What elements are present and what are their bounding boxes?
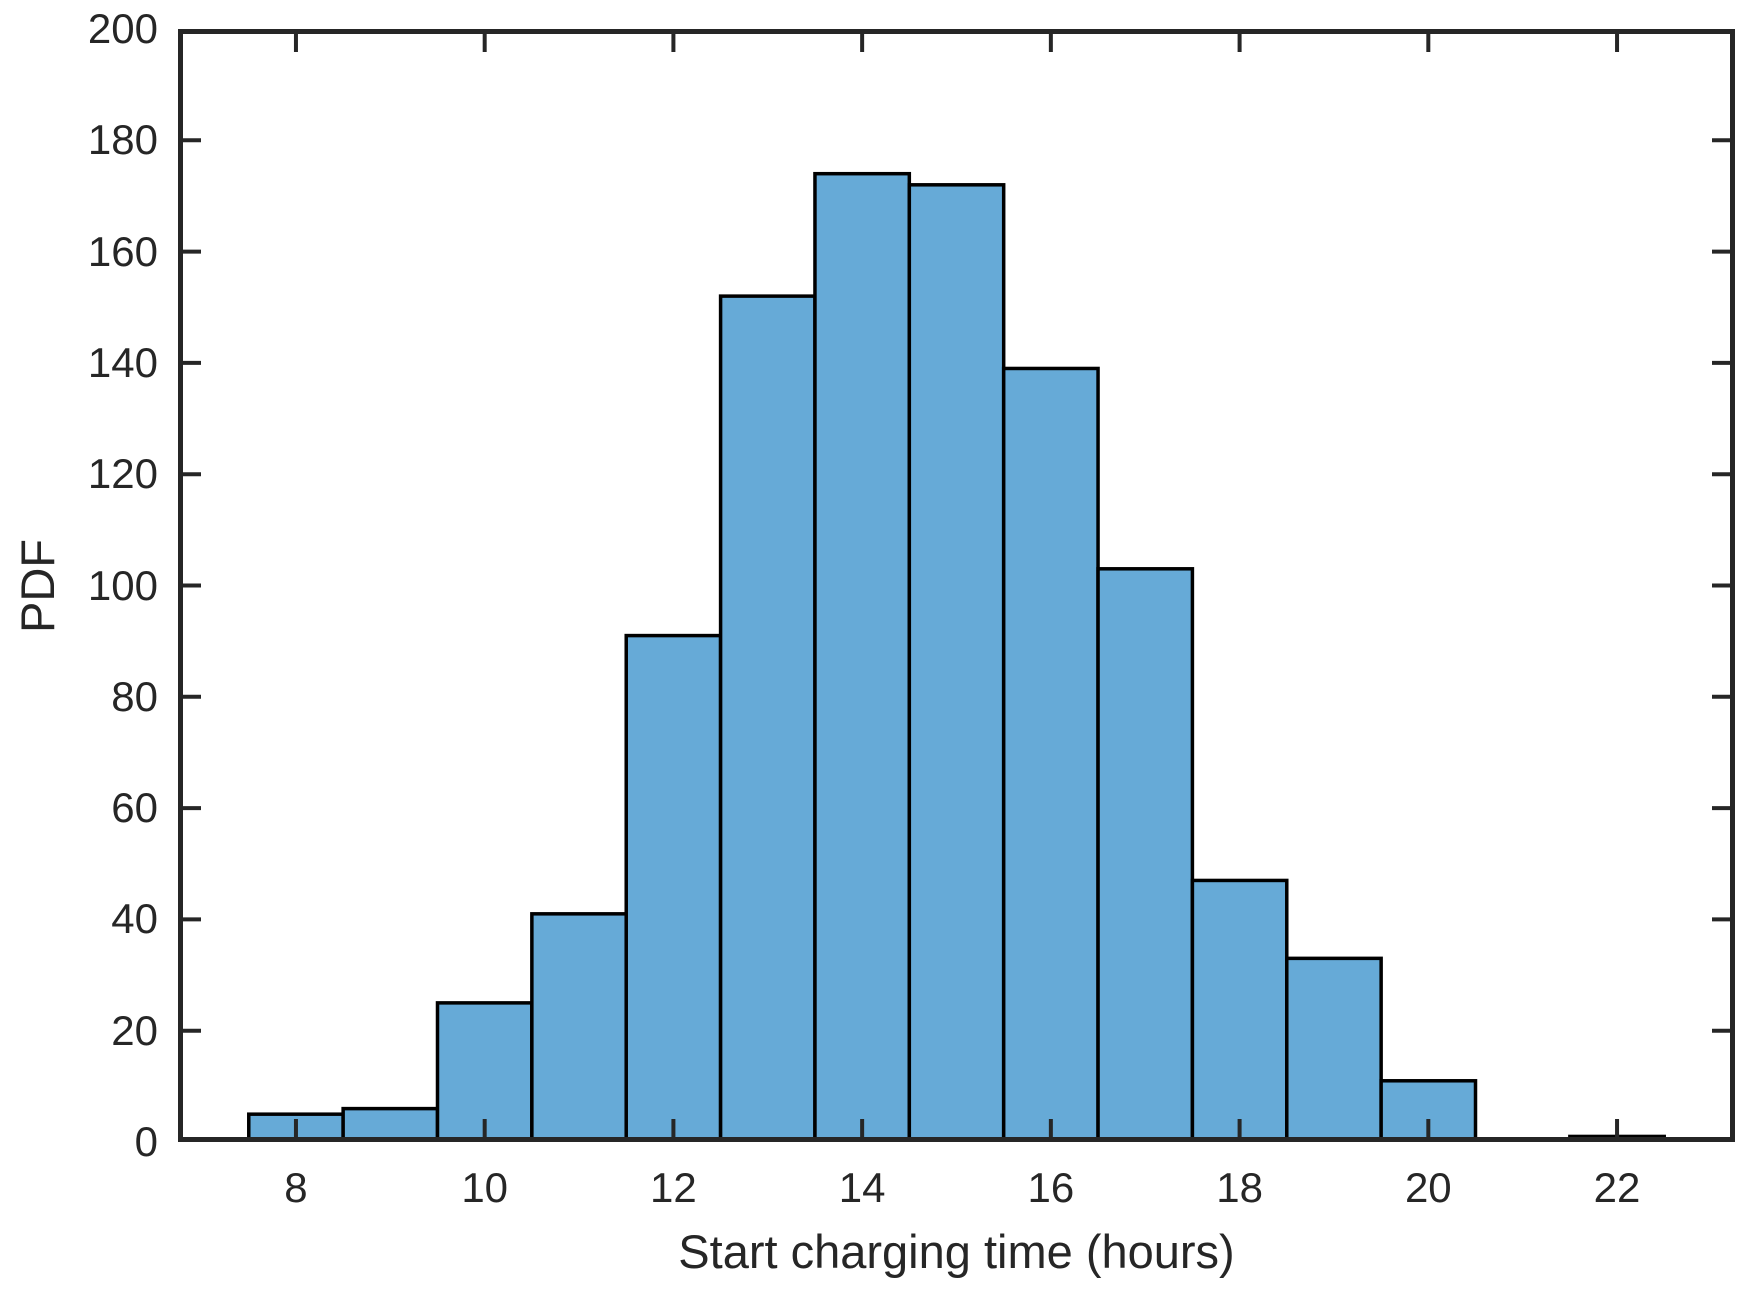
histogram-bar xyxy=(1285,956,1383,1144)
y-tick-label: 200 xyxy=(87,5,158,52)
histogram-bar xyxy=(624,633,723,1144)
histogram-bar xyxy=(907,183,1006,1144)
y-tick-label: 140 xyxy=(87,338,158,386)
x-tick-label: 16 xyxy=(1027,1164,1075,1211)
y-tick-label: 120 xyxy=(87,450,158,498)
y-tick-label: 0 xyxy=(134,1118,158,1165)
y-tick-label: 80 xyxy=(111,672,158,720)
y-tick-label: 160 xyxy=(87,227,158,275)
x-tick-label: 12 xyxy=(650,1164,697,1211)
x-tick-label: 8 xyxy=(284,1164,308,1211)
histogram-bar xyxy=(341,1106,440,1144)
x-axis-label: Start charging time (hours) xyxy=(678,1225,1235,1278)
y-tick-label: 60 xyxy=(111,784,158,832)
plot-area xyxy=(178,27,1735,1144)
x-tick-label: 22 xyxy=(1593,1164,1641,1211)
y-tick-label: 100 xyxy=(87,561,158,609)
histogram-bar xyxy=(1001,366,1100,1144)
x-tick-label: 10 xyxy=(461,1164,509,1211)
histogram-bar xyxy=(435,1001,534,1144)
x-tick-label: 14 xyxy=(838,1164,886,1211)
y-tick-label: 40 xyxy=(111,895,158,943)
histogram-bar xyxy=(1096,567,1195,1144)
histogram-bar xyxy=(718,294,817,1144)
histogram-bar xyxy=(813,171,912,1144)
y-tick-label: 20 xyxy=(111,1006,158,1054)
x-tick-label: 18 xyxy=(1216,1164,1263,1211)
axes-frame xyxy=(178,29,1735,1142)
histogram-bar xyxy=(530,912,628,1144)
x-tick-label: 20 xyxy=(1404,1164,1452,1211)
histogram-canvas xyxy=(178,27,1735,1144)
histogram-bar xyxy=(1190,878,1289,1144)
y-tick-label: 180 xyxy=(87,116,158,164)
